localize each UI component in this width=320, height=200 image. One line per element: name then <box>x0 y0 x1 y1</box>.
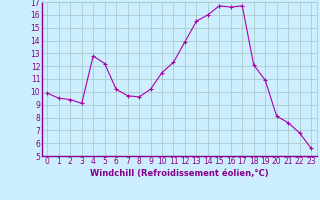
X-axis label: Windchill (Refroidissement éolien,°C): Windchill (Refroidissement éolien,°C) <box>90 169 268 178</box>
